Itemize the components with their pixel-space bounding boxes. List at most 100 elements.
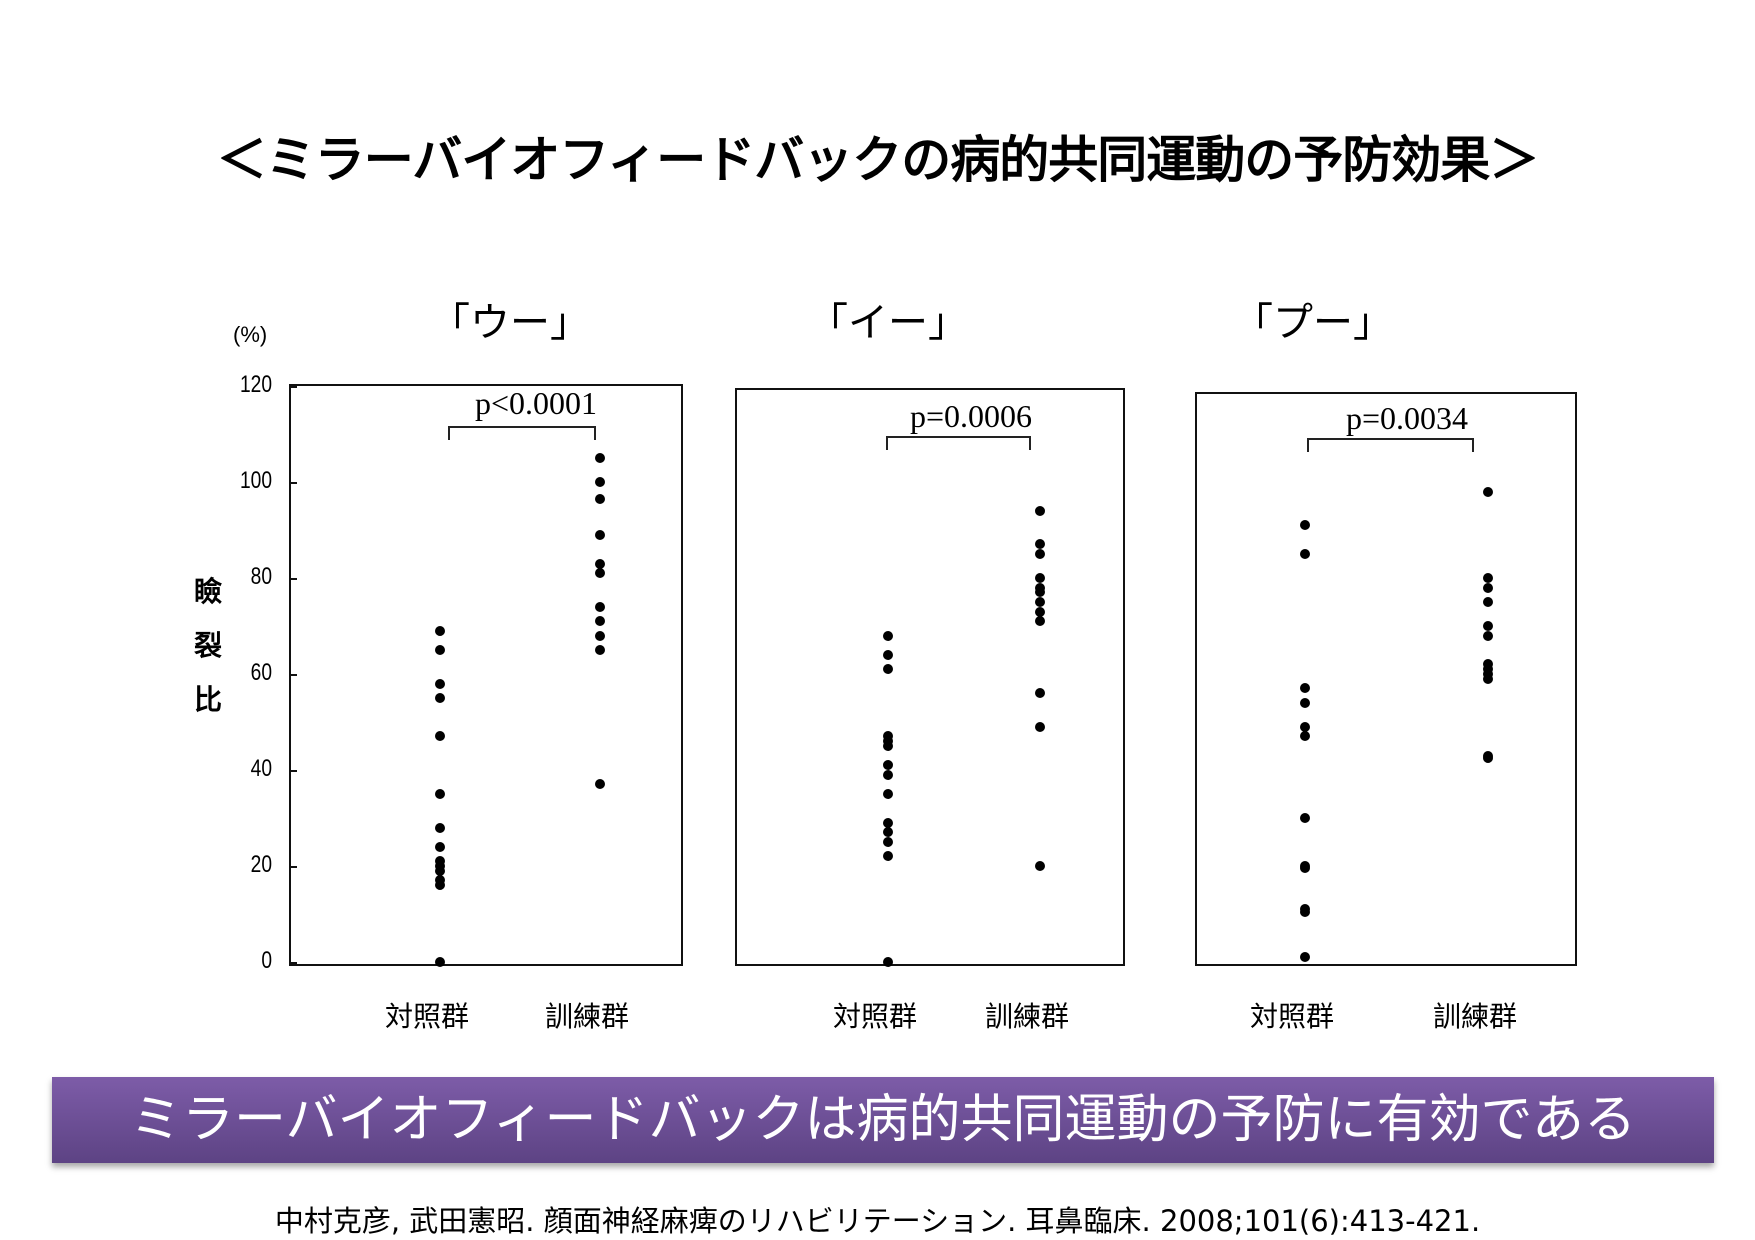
p-value: p=0.0034 (1346, 400, 1469, 436)
plot-frame (1195, 392, 1577, 966)
data-point (883, 851, 893, 862)
y-tick-mark (289, 770, 297, 772)
significance-bracket (1307, 438, 1474, 452)
data-point (1035, 505, 1045, 516)
significance-bracket (448, 426, 596, 440)
data-point (595, 601, 605, 612)
data-point (883, 827, 893, 838)
data-point (595, 529, 605, 540)
data-point (595, 630, 605, 641)
y-tick-mark (289, 386, 297, 388)
data-point (883, 649, 893, 660)
data-point (883, 760, 893, 771)
plot-frame (289, 384, 683, 966)
data-point (595, 645, 605, 655)
data-point (1483, 582, 1493, 593)
data-point (1035, 573, 1045, 583)
data-point (595, 616, 605, 627)
p-value: p<0.0001 (475, 385, 598, 421)
y-tick-label: 60 (250, 659, 272, 686)
data-point (1483, 486, 1493, 497)
x-group-label: 訓練群 (1433, 1000, 1518, 1033)
y-tick-label: 0 (261, 947, 272, 974)
data-point (595, 477, 605, 487)
data-point (1483, 753, 1493, 763)
y-label-char: 瞼 (193, 575, 222, 608)
data-point (883, 837, 893, 847)
data-point (435, 693, 445, 703)
data-point (1300, 952, 1310, 963)
data-point (1483, 673, 1493, 684)
data-point (595, 453, 605, 463)
y-tick-label: 120 (239, 371, 272, 398)
data-point (883, 957, 893, 967)
panel-title: 「プー」 (1233, 300, 1393, 346)
plot-frame (735, 388, 1125, 966)
data-point (1300, 549, 1310, 559)
panel-title: 「イー」 (808, 300, 968, 346)
data-point (1300, 813, 1310, 823)
data-point (435, 625, 445, 636)
data-point (435, 789, 445, 799)
data-point (595, 568, 605, 579)
data-point (1483, 630, 1493, 641)
data-point (1035, 587, 1045, 598)
data-point (435, 678, 445, 689)
data-point (1035, 549, 1045, 559)
data-point (1300, 863, 1310, 874)
p-value: p=0.0006 (910, 398, 1033, 434)
data-point (1300, 697, 1310, 708)
data-point (1300, 683, 1310, 694)
x-group-label: 対照群 (833, 1000, 918, 1033)
y-label-char: 比 (193, 683, 222, 716)
data-point (1300, 906, 1310, 917)
data-point (1035, 606, 1045, 617)
data-point (435, 880, 445, 891)
y-tick-label: 100 (239, 467, 272, 494)
significance-bracket (886, 436, 1031, 450)
panel-title: 「ウー」 (430, 300, 590, 346)
slide-title: ＜ミラーバイオフィードバックの病的共同運動の予防効果＞ (216, 131, 1540, 189)
data-point (883, 664, 893, 675)
y-tick-mark (289, 482, 297, 484)
data-point (883, 817, 893, 828)
data-point (435, 841, 445, 852)
data-point (1483, 621, 1493, 631)
y-tick-mark (289, 866, 297, 868)
conclusion-banner: ミラーバイオフィードバックは病的共同運動の予防に有効である (52, 1077, 1714, 1163)
y-tick-mark (289, 578, 297, 580)
x-group-label: 対照群 (385, 1000, 470, 1033)
data-point (883, 630, 893, 641)
data-point (435, 645, 445, 655)
data-point (595, 558, 605, 569)
data-point (1035, 721, 1045, 732)
x-group-label: 訓練群 (985, 1000, 1070, 1033)
data-point (1483, 573, 1493, 583)
data-point (1300, 731, 1310, 742)
data-point (1300, 520, 1310, 531)
y-tick-label: 20 (250, 851, 272, 878)
x-group-label: 対照群 (1250, 1000, 1335, 1033)
y-label-char: 裂 (193, 629, 222, 662)
data-point (1035, 597, 1045, 607)
y-tick-mark (289, 962, 297, 964)
data-point (435, 957, 445, 967)
data-point (1035, 539, 1045, 550)
data-point (435, 731, 445, 742)
data-point (1483, 597, 1493, 607)
x-group-label: 訓練群 (545, 1000, 630, 1033)
data-point (883, 789, 893, 799)
y-tick-label: 80 (250, 563, 272, 590)
data-point (435, 865, 445, 876)
data-point (1035, 688, 1045, 699)
data-point (1300, 721, 1310, 732)
y-tick-mark (289, 674, 297, 676)
citation: 中村克彦, 武田憲昭. 顔面神経麻痺のリハビリテーション. 耳鼻臨床. 2008… (274, 1204, 1481, 1238)
data-point (1035, 861, 1045, 871)
y-axis-unit: (%) (233, 322, 268, 347)
data-point (1035, 616, 1045, 627)
data-point (435, 822, 445, 833)
data-point (595, 779, 605, 790)
data-point (883, 769, 893, 780)
data-point (595, 493, 605, 504)
